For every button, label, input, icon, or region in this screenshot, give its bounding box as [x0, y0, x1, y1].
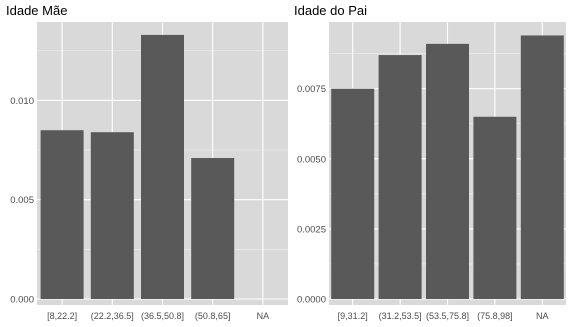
bar-idade-mae-1	[90, 132, 134, 299]
chart-title-idade-do-pai: Idade do Pai	[294, 3, 367, 18]
bar-idade-do-pai-4	[520, 35, 564, 299]
bars-idade-mae	[40, 34, 235, 300]
bar-idade-mae-2	[141, 34, 184, 300]
x-tick-label: (22.2,36.5]	[91, 311, 134, 321]
x-tick-label: [8,22.2]	[47, 311, 77, 321]
x-tick-label: (36.5,50.8]	[141, 311, 184, 321]
x-tick-label: NA	[536, 311, 549, 321]
x-tick-label: NA	[257, 311, 270, 321]
bars-idade-do-pai	[331, 35, 564, 300]
x-tick-label: (31.2,53.5]	[379, 311, 422, 321]
bar-idade-do-pai-2	[426, 43, 469, 299]
x-tick-label: (53.5,75.8]	[426, 311, 469, 321]
bar-idade-do-pai-3	[473, 116, 517, 300]
y-tick-label: 0.0050	[297, 154, 326, 165]
y-tick-labels-idade-mae: 0.000 0.005 0.010	[10, 96, 34, 306]
x-tick-labels-idade-mae: [8,22.2] (22.2,36.5] (36.5,50.8] (50.8,65] N…	[47, 311, 269, 321]
y-tick-label: 0.0000	[297, 295, 326, 306]
bar-idade-do-pai-0	[331, 88, 375, 300]
chart-title-idade-mae: Idade Mãe	[6, 3, 67, 18]
x-tick-label: (75.8,98]	[477, 311, 513, 321]
y-tick-label: 0.005	[10, 195, 34, 206]
y-tick-label: 0.010	[10, 96, 34, 107]
chart-idade-mae: Idade Mãe 0.000 0.005 0.010 [8,22.2] (22.2,…	[6, 3, 288, 321]
y-tick-labels-idade-do-pai: 0.0000 0.0025 0.0050 0.0075	[297, 84, 326, 305]
y-tick-label: 0.000	[10, 295, 34, 306]
y-tick-label: 0.0075	[297, 84, 326, 95]
x-tick-label: [9,31.2]	[338, 311, 368, 321]
bar-idade-mae-3	[191, 158, 235, 299]
x-tick-label: (50.8,65]	[195, 311, 231, 321]
bar-idade-mae-0	[40, 130, 84, 299]
bar-idade-do-pai-1	[378, 55, 422, 300]
y-tick-label: 0.0025	[297, 224, 326, 235]
chart-idade-do-pai: Idade do Pai 0.0000 0.0025 0.0050 0.0075 [9…	[294, 3, 566, 321]
x-tick-labels-idade-do-pai: [9,31.2] (31.2,53.5] (53.5,75.8] (75.8,98] N…	[338, 311, 549, 321]
